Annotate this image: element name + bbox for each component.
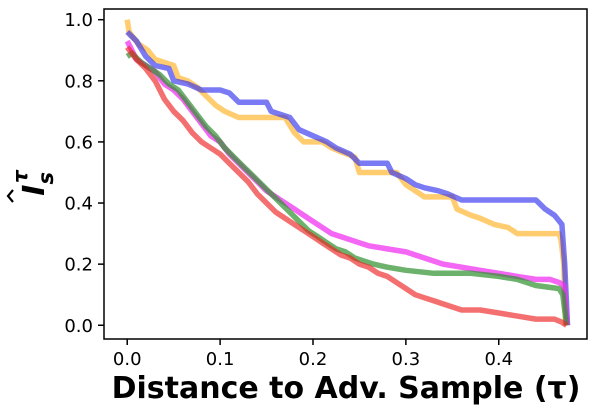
x-axis: 0.0 0.1 0.2 0.3 0.4 bbox=[113, 339, 513, 370]
series-line-2 bbox=[125, 29, 571, 326]
y-tick-label: 1.0 bbox=[64, 10, 93, 31]
series-line-5 bbox=[125, 45, 569, 328]
series-layer bbox=[124, 19, 571, 328]
y-axis-title-s: s bbox=[34, 172, 58, 185]
x-tick-label: 0.2 bbox=[299, 349, 328, 370]
series-line-4 bbox=[125, 50, 570, 326]
svg-text:Isτ: Isτ bbox=[8, 169, 58, 196]
plot-frame bbox=[103, 8, 588, 340]
x-tick-label: 0.0 bbox=[113, 349, 142, 370]
x-axis-title: Distance to Adv. Sample (τ) bbox=[112, 371, 581, 406]
y-axis-title-hat bbox=[6, 189, 14, 203]
y-tick-label: 0.2 bbox=[64, 255, 93, 276]
x-tick-label: 0.1 bbox=[206, 349, 235, 370]
y-axis-title-i: I bbox=[17, 185, 52, 196]
y-axis-title-tau: τ bbox=[8, 169, 32, 183]
y-axis-title: Isτ bbox=[6, 169, 58, 203]
y-tick-label: 0.4 bbox=[64, 194, 93, 215]
y-tick-label: 0.6 bbox=[64, 132, 93, 153]
x-tick-label: 0.4 bbox=[484, 349, 513, 370]
y-tick-label: 0.0 bbox=[64, 316, 93, 337]
x-tick-label: 0.3 bbox=[392, 349, 421, 370]
y-tick-label: 0.8 bbox=[64, 71, 93, 92]
series-line-1 bbox=[124, 19, 569, 326]
y-axis: 0.0 0.2 0.4 0.6 0.8 1.0 bbox=[64, 10, 104, 337]
